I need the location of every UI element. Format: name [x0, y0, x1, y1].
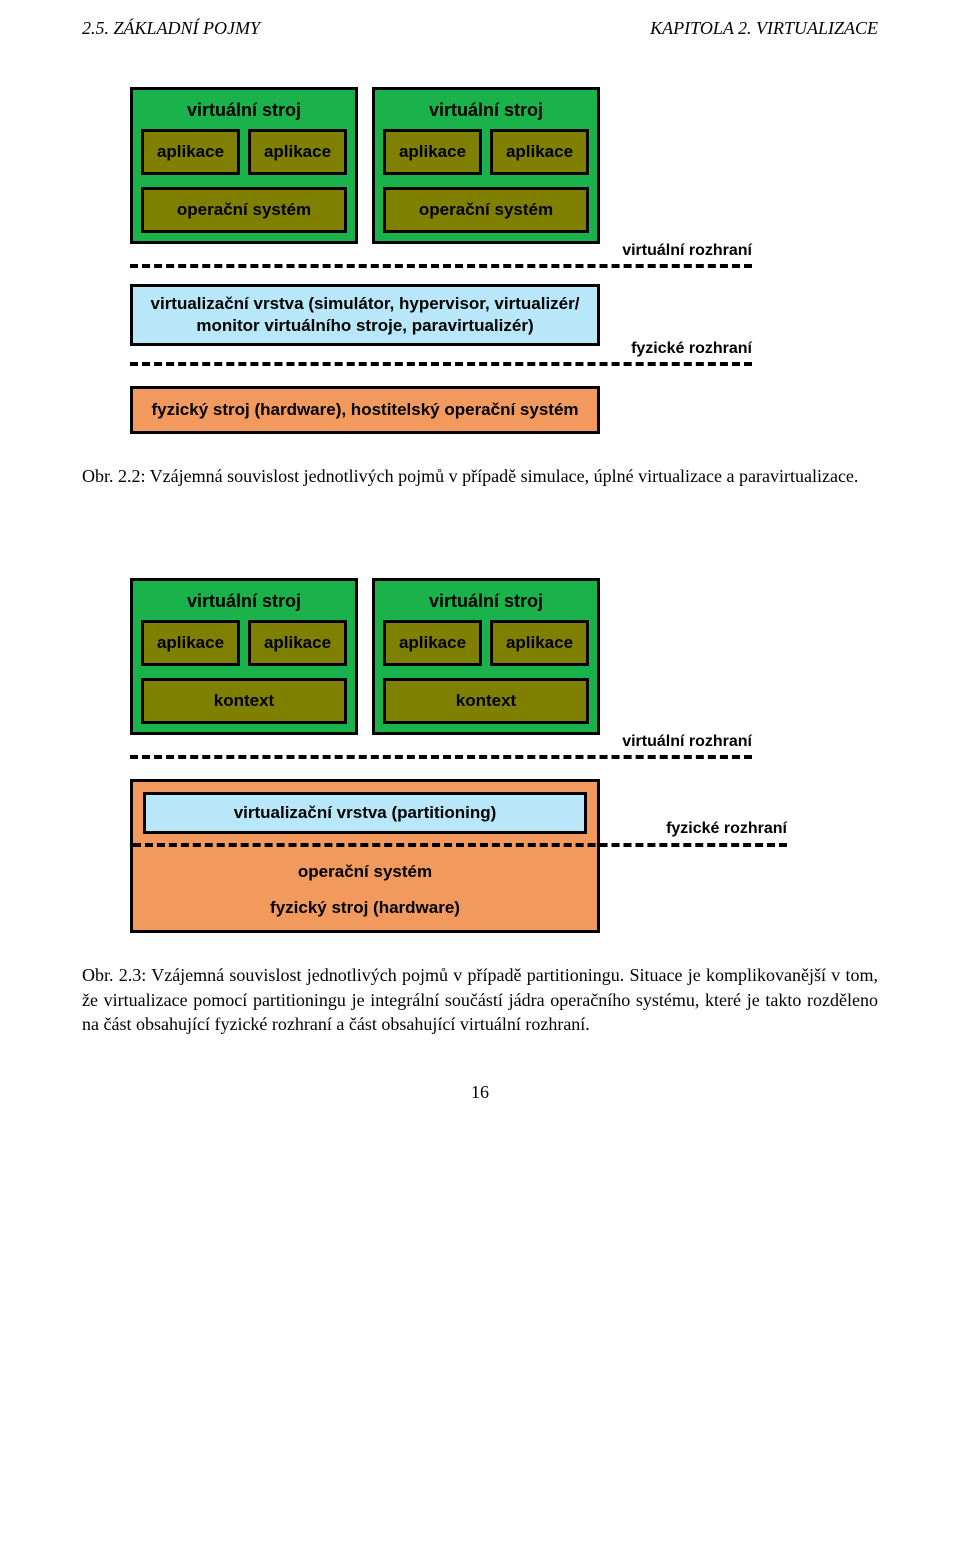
- fig1-app-box: aplikace: [248, 129, 347, 175]
- fig2-hw-stack: virtualizační vrstva (partitioning) fyzi…: [130, 779, 600, 933]
- fig1-app-box: aplikace: [490, 129, 589, 175]
- header-left: 2.5. ZÁKLADNÍ POJMY: [82, 18, 260, 39]
- fig2-physical-interface-label: fyzické rozhraní: [662, 820, 787, 838]
- fig2-kontext-right: kontext: [383, 678, 589, 724]
- fig2-app-box: aplikace: [141, 620, 240, 666]
- page-number: 16: [82, 1082, 878, 1103]
- fig1-hw-layer: fyzický stroj (hardware), hostitelský op…: [130, 386, 600, 434]
- fig1-virt-layer-line2: monitor virtuálního stroje, paravirtuali…: [196, 316, 533, 335]
- fig2-vm-row: virtuální stroj aplikace aplikace kontex…: [130, 578, 600, 735]
- fig2-vm-box-left: virtuální stroj aplikace aplikace kontex…: [130, 578, 358, 735]
- fig1-physical-interface-label: fyzické rozhraní: [627, 340, 752, 358]
- fig1-dashed-physical: fyzické rozhraní: [130, 352, 600, 376]
- fig1-os-left: operační systém: [141, 187, 347, 233]
- fig2-dashed-physical: fyzické rozhraní: [143, 834, 587, 856]
- fig2-app-box: aplikace: [248, 620, 347, 666]
- figure-2-3: virtuální stroj aplikace aplikace kontex…: [130, 578, 830, 933]
- fig1-virt-layer-line1: virtualizační vrstva (simulátor, hypervi…: [151, 294, 580, 313]
- fig1-vm-box-left: virtuální stroj aplikace aplikace operač…: [130, 87, 358, 244]
- fig2-vm-title-right: virtuální stroj: [383, 591, 589, 612]
- fig2-os-label: operační systém: [143, 856, 587, 888]
- fig2-hw-label: fyzický stroj (hardware): [143, 888, 587, 922]
- figure-2-3-caption: Obr. 2.3: Vzájemná souvislost jednotlivý…: [82, 963, 878, 1036]
- fig2-virtual-interface-label: virtuální rozhraní: [618, 733, 752, 751]
- fig1-dashed-virtual: virtuální rozhraní: [130, 254, 600, 278]
- fig1-vm-row: virtuální stroj aplikace aplikace operač…: [130, 87, 600, 244]
- fig2-vm-box-right: virtuální stroj aplikace aplikace kontex…: [372, 578, 600, 735]
- figure-2-2-caption: Obr. 2.2: Vzájemná souvislost jednotlivý…: [82, 464, 878, 488]
- fig2-kontext-left: kontext: [141, 678, 347, 724]
- fig1-vm-box-right: virtuální stroj aplikace aplikace operač…: [372, 87, 600, 244]
- fig2-dashed-virtual: virtuální rozhraní: [130, 745, 600, 769]
- fig2-vm-title-left: virtuální stroj: [141, 591, 347, 612]
- fig1-app-box: aplikace: [383, 129, 482, 175]
- fig1-virt-layer: virtualizační vrstva (simulátor, hypervi…: [130, 284, 600, 346]
- fig1-virtual-interface-label: virtuální rozhraní: [618, 242, 752, 260]
- fig1-app-box: aplikace: [141, 129, 240, 175]
- fig1-vm-title-left: virtuální stroj: [141, 100, 347, 121]
- fig2-app-box: aplikace: [383, 620, 482, 666]
- fig2-app-box: aplikace: [490, 620, 589, 666]
- fig1-os-right: operační systém: [383, 187, 589, 233]
- fig1-vm-title-right: virtuální stroj: [383, 100, 589, 121]
- figure-2-2: virtuální stroj aplikace aplikace operač…: [130, 87, 830, 434]
- header-right: KAPITOLA 2. VIRTUALIZACE: [650, 18, 878, 39]
- page-header: 2.5. ZÁKLADNÍ POJMY KAPITOLA 2. VIRTUALI…: [82, 18, 878, 39]
- fig2-virt-layer: virtualizační vrstva (partitioning): [143, 792, 587, 834]
